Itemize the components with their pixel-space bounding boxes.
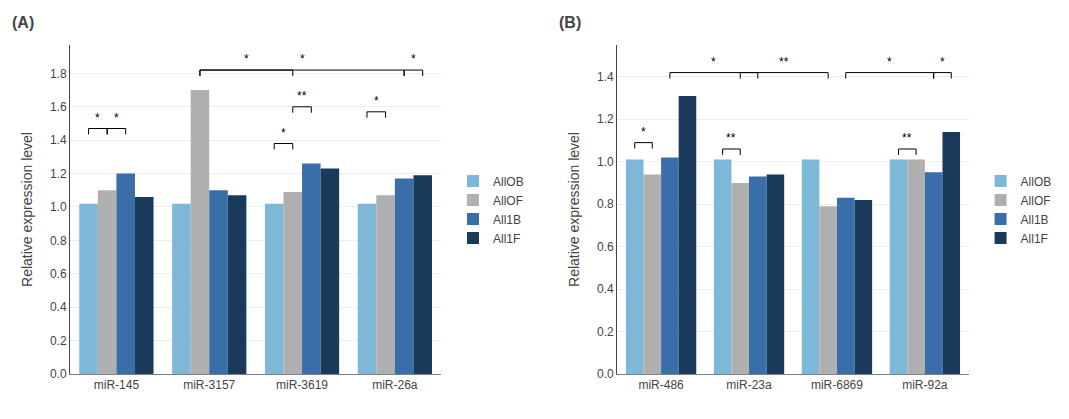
svg-text:miR-3157: miR-3157 xyxy=(183,378,235,392)
svg-text:*: * xyxy=(114,111,119,125)
svg-text:*: * xyxy=(940,55,945,69)
svg-text:0.2: 0.2 xyxy=(597,325,614,339)
svg-text:1.2: 1.2 xyxy=(597,112,614,126)
svg-text:*: * xyxy=(887,55,892,69)
svg-text:0.2: 0.2 xyxy=(50,334,67,348)
svg-text:0.8: 0.8 xyxy=(50,234,67,248)
svg-text:1.6: 1.6 xyxy=(50,100,67,114)
svg-text:0.0: 0.0 xyxy=(597,367,614,381)
svg-text:**: ** xyxy=(297,89,307,103)
svg-text:Relative expression level: Relative expression level xyxy=(19,132,35,287)
svg-text:miR-6869: miR-6869 xyxy=(811,378,863,392)
svg-text:All1F: All1F xyxy=(493,232,520,246)
svg-text:miR-26a: miR-26a xyxy=(372,378,418,392)
svg-text:0.4: 0.4 xyxy=(50,300,67,314)
svg-text:AllOF: AllOF xyxy=(493,194,523,208)
svg-text:**: ** xyxy=(902,131,912,145)
svg-text:miR-92a: miR-92a xyxy=(902,378,948,392)
svg-text:miR-145: miR-145 xyxy=(94,378,140,392)
svg-text:Relative expression level: Relative expression level xyxy=(566,132,582,287)
svg-text:miR-23a: miR-23a xyxy=(726,378,772,392)
svg-text:*: * xyxy=(95,111,100,125)
svg-text:All1B: All1B xyxy=(493,213,521,227)
svg-text:*: * xyxy=(641,125,646,139)
svg-text:*: * xyxy=(244,52,249,66)
svg-text:AllOF: AllOF xyxy=(1021,194,1051,208)
svg-text:*: * xyxy=(711,55,716,69)
svg-text:0.8: 0.8 xyxy=(597,197,614,211)
svg-text:AllOB: AllOB xyxy=(1021,175,1052,189)
svg-text:0.0: 0.0 xyxy=(50,367,67,381)
svg-text:0.4: 0.4 xyxy=(597,282,614,296)
svg-text:*: * xyxy=(281,126,286,140)
svg-text:1.0: 1.0 xyxy=(597,155,614,169)
svg-text:1.4: 1.4 xyxy=(50,133,67,147)
svg-text:(A): (A) xyxy=(12,14,34,31)
svg-text:1.4: 1.4 xyxy=(597,70,614,84)
svg-text:(B): (B) xyxy=(559,14,581,31)
svg-text:All1B: All1B xyxy=(1021,213,1049,227)
svg-text:miR-3619: miR-3619 xyxy=(276,378,328,392)
svg-text:1.0: 1.0 xyxy=(50,200,67,214)
svg-text:1.8: 1.8 xyxy=(50,67,67,81)
svg-text:1.2: 1.2 xyxy=(50,167,67,181)
svg-text:*: * xyxy=(300,52,305,66)
svg-text:AllOB: AllOB xyxy=(493,175,524,189)
svg-text:0.6: 0.6 xyxy=(597,240,614,254)
svg-text:All1F: All1F xyxy=(1021,232,1048,246)
svg-text:0.6: 0.6 xyxy=(50,267,67,281)
svg-text:**: ** xyxy=(779,55,789,69)
svg-text:**: ** xyxy=(726,131,736,145)
svg-text:*: * xyxy=(374,94,379,108)
svg-text:*: * xyxy=(411,52,416,66)
svg-text:miR-486: miR-486 xyxy=(638,378,684,392)
